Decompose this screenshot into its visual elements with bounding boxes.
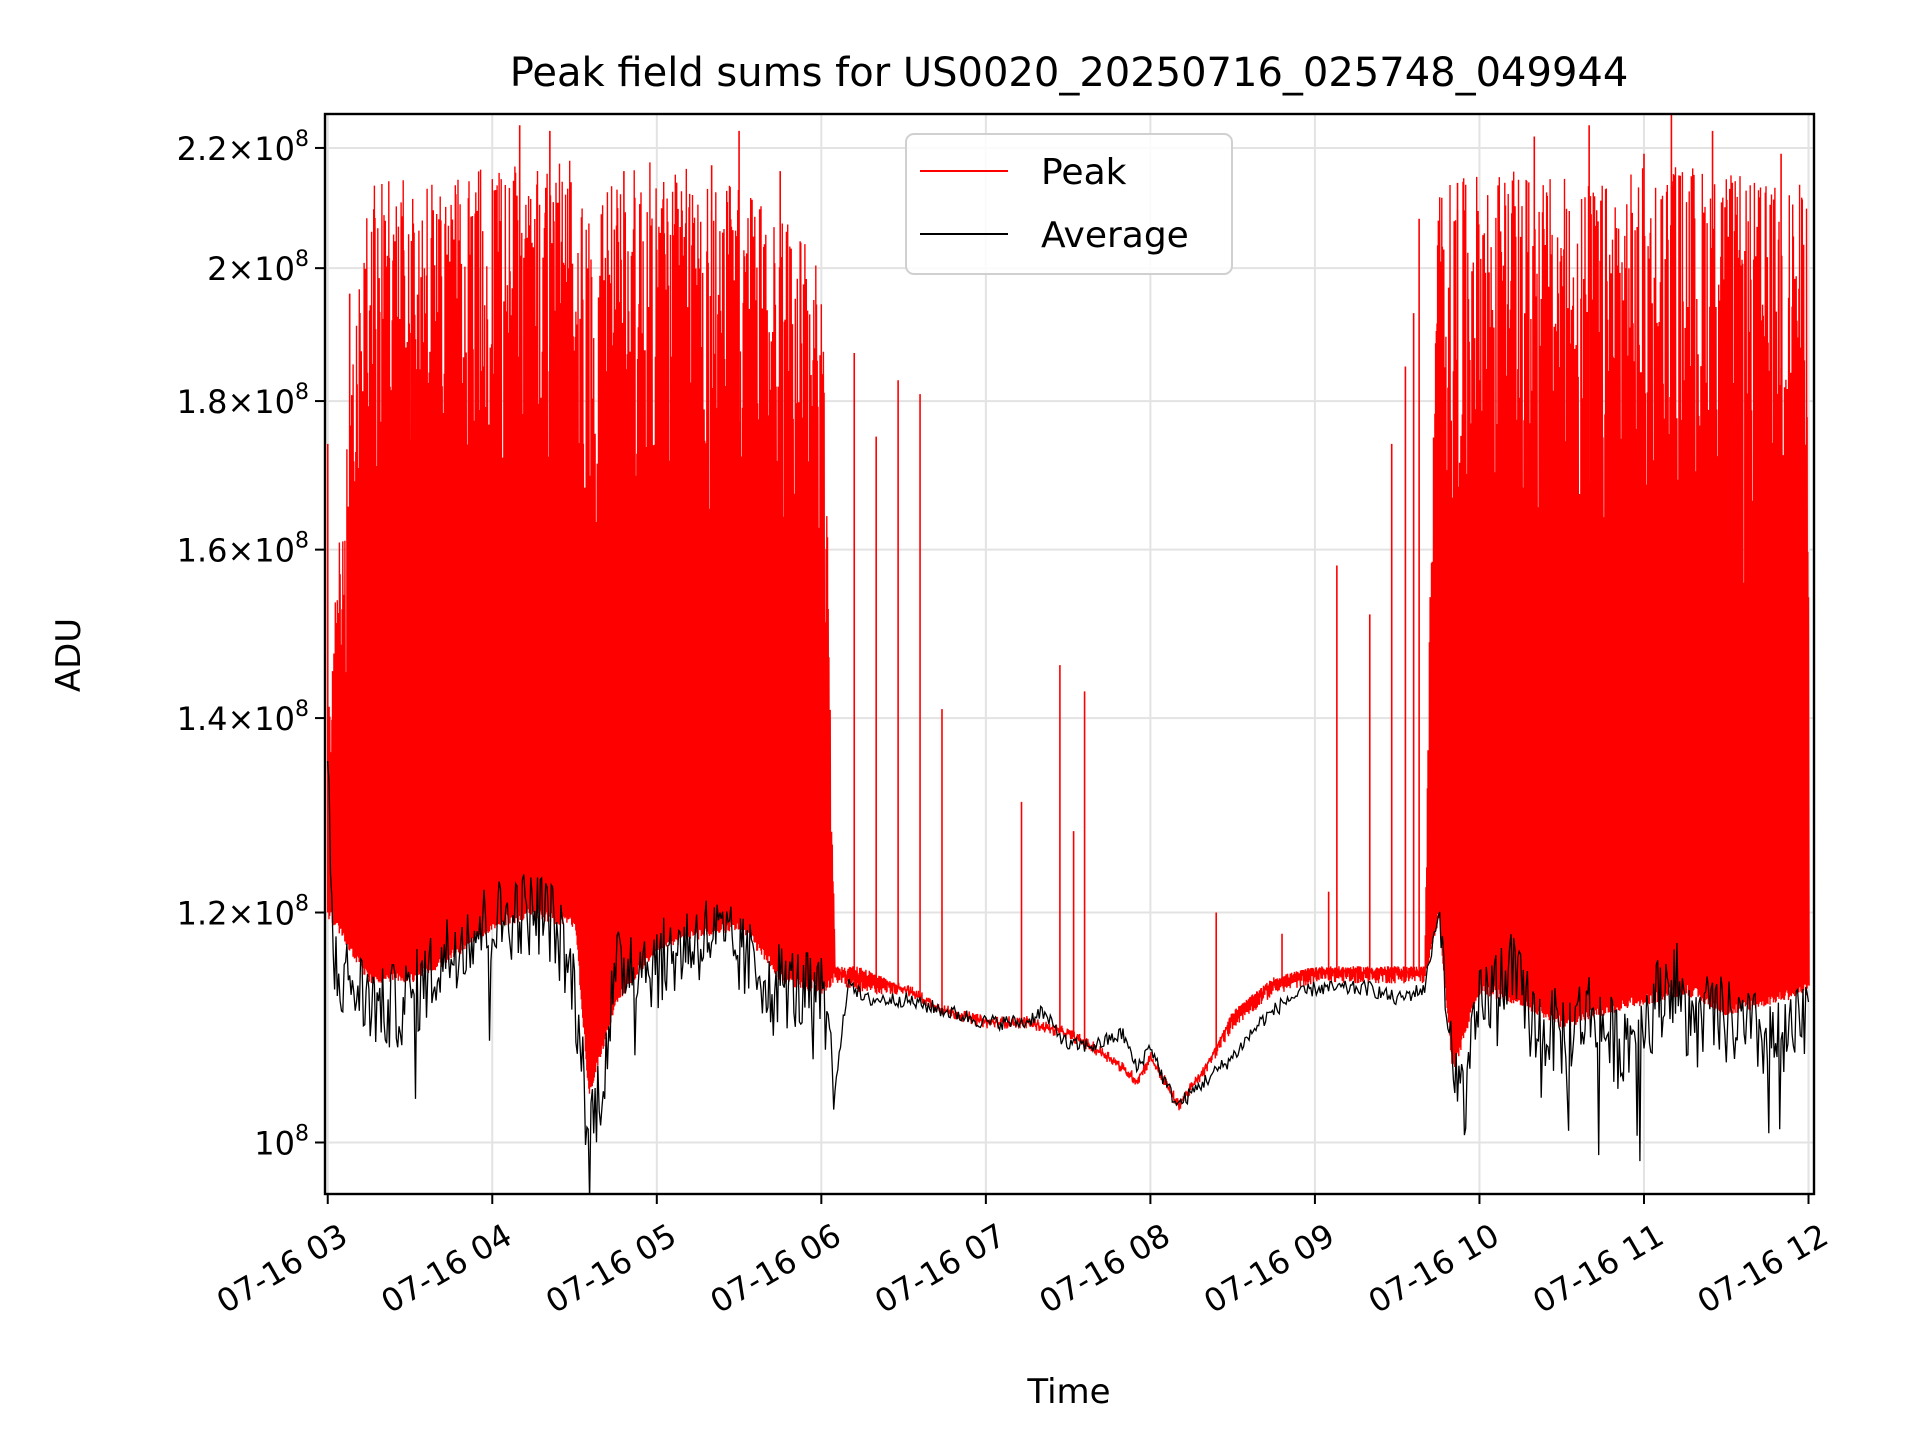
y-tick-exponent: 8 [295,127,309,152]
y-tick-base: 2.2×10 [177,130,295,168]
y-tick-exponent: 8 [295,529,309,554]
y-tick-exponent: 8 [295,247,309,272]
y-tick-label: 2×108 [207,247,309,288]
y-tick-label: 2.2×108 [177,127,309,168]
y-tick-label: 1.6×108 [177,529,309,570]
chart-title: Peak field sums for US0020_20250716_0257… [510,50,1629,96]
legend-box [905,133,1233,275]
legend-average-label: Average [1041,215,1189,256]
y-tick-base: 1.6×10 [177,532,295,570]
peak-line [327,160,1810,1111]
x-axis-label: Time [1026,1372,1110,1412]
legend: Peak Average [905,133,1233,275]
plot-area-frame [323,112,1816,1196]
y-tick-label: 1.8×108 [177,380,309,421]
y-tick-base: 2×10 [207,250,295,288]
y-tick-base: 10 [254,1125,295,1163]
y-tick-base: 1.2×10 [177,895,295,933]
y-tick-label: 1.4×108 [177,697,309,738]
series-average [327,761,1810,1194]
average-line [327,761,1810,1194]
y-tick-base: 1.4×10 [177,700,295,738]
series-peak [326,114,1810,1111]
y-tick-exponent: 8 [295,380,309,405]
y-tick-exponent: 8 [295,697,309,722]
y-tick-label: 1.2×108 [177,892,309,933]
legend-peak-label: Peak [1041,152,1127,193]
y-tick-exponent: 8 [295,1122,309,1147]
y-tick-label: 108 [254,1122,309,1163]
y-axis: 1081.2×1081.4×1081.6×1081.8×1082×1082.2×… [177,127,325,1163]
y-axis-label: ADU [49,618,89,692]
y-tick-exponent: 8 [295,892,309,917]
y-tick-base: 1.8×10 [177,383,295,421]
